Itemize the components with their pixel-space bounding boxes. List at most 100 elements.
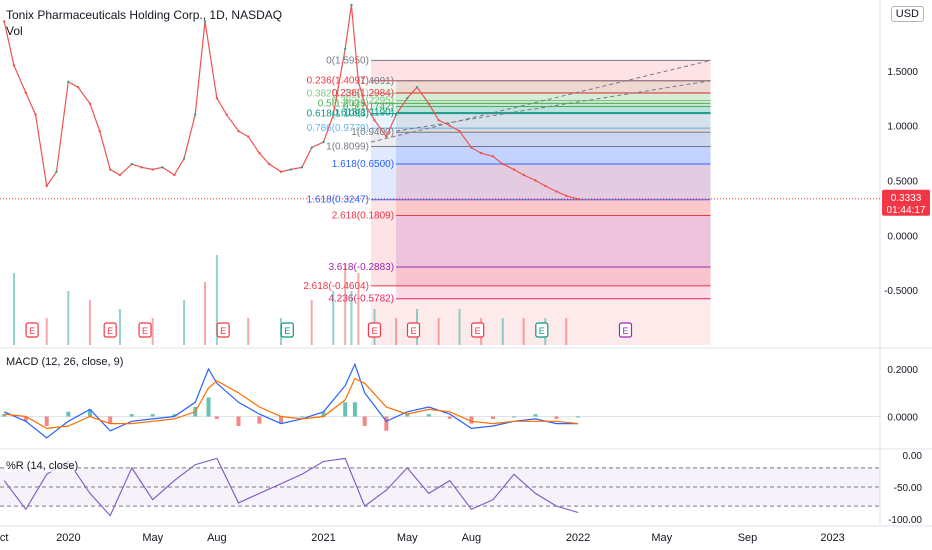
time-tick-label: May bbox=[142, 532, 163, 544]
fib-retracement-label: 0.236(1.4097) bbox=[307, 76, 369, 87]
fib-extension-label: 0.382(1.2295) bbox=[332, 95, 394, 106]
price-point bbox=[357, 80, 360, 83]
volume-bar bbox=[458, 309, 461, 345]
volume-bar bbox=[204, 282, 207, 345]
price-point bbox=[470, 146, 473, 149]
volume-bar bbox=[151, 318, 154, 345]
fib-retracement-label: 0.786(0.9779) bbox=[307, 123, 369, 134]
fib-retracement-zone bbox=[370, 146, 711, 200]
price-point bbox=[534, 179, 537, 182]
macd-tick-label: 0.2000 bbox=[887, 365, 918, 376]
macd-histogram-bar bbox=[279, 416, 284, 424]
earnings-label: E bbox=[410, 326, 416, 336]
earnings-label: E bbox=[284, 326, 290, 336]
time-tick-label: 2020 bbox=[56, 532, 80, 544]
macd-histogram-bar bbox=[405, 414, 410, 417]
macd-histogram-bar bbox=[362, 416, 367, 426]
price-point bbox=[76, 86, 80, 89]
time-tick-label: May bbox=[651, 532, 672, 544]
last-price-tag bbox=[882, 189, 930, 216]
price-point bbox=[130, 162, 133, 166]
fib-extension-zone bbox=[396, 92, 711, 101]
price-point bbox=[194, 113, 197, 116]
macd-line bbox=[3, 362, 579, 439]
macd-histogram-bar bbox=[384, 416, 389, 431]
price-point bbox=[173, 173, 176, 177]
time-tick-label: Aug bbox=[462, 532, 482, 544]
macd-legend: MACD (12, 26, close, 9) bbox=[6, 356, 124, 368]
price-point bbox=[343, 47, 347, 51]
macd-histogram-bar bbox=[172, 414, 177, 417]
price-point bbox=[140, 166, 143, 169]
volume-legend: Vol bbox=[6, 24, 23, 38]
volume-bar bbox=[344, 264, 347, 345]
price-point bbox=[2, 20, 6, 23]
price-point bbox=[406, 97, 409, 100]
macd-histogram-bar bbox=[511, 416, 516, 418]
price-point bbox=[363, 102, 366, 105]
price-point bbox=[427, 102, 431, 105]
price-point bbox=[225, 113, 228, 116]
price-point bbox=[258, 151, 261, 155]
earnings-icon bbox=[367, 322, 382, 338]
volume-bar bbox=[88, 300, 91, 345]
earnings-label: E bbox=[107, 326, 113, 336]
price-point bbox=[182, 157, 186, 160]
earnings-label: E bbox=[475, 326, 481, 336]
price-point bbox=[161, 166, 164, 169]
fib-extension-label: 0.618(1.1190) bbox=[333, 108, 395, 119]
fib-retracement-label: 2.618(-0.4604) bbox=[303, 281, 369, 292]
volume-bar bbox=[118, 309, 121, 345]
price-point bbox=[415, 86, 419, 89]
price-point bbox=[491, 155, 495, 158]
fib-retracement-label: 1.618(0.3247) bbox=[307, 195, 369, 206]
fib-extension-zone bbox=[396, 215, 711, 267]
time-tick-label: 2023 bbox=[820, 532, 844, 544]
price-point bbox=[385, 135, 388, 138]
price-point bbox=[215, 97, 219, 100]
fib-retracement-label: 1(0.8099) bbox=[326, 141, 369, 152]
volume-bar bbox=[437, 318, 440, 345]
price-point bbox=[501, 162, 504, 166]
trend-line-dashed bbox=[370, 59, 711, 143]
fib-extension-label: 1.618(0.6500) bbox=[332, 159, 394, 170]
fib-retracement-label: 0.382(1.2951) bbox=[307, 88, 369, 99]
fib-extension-zone bbox=[396, 132, 711, 165]
price-point bbox=[300, 166, 304, 169]
wr-tick-label: -100.00 bbox=[888, 515, 922, 526]
wr-tick-label: -50.00 bbox=[894, 483, 923, 494]
price-point bbox=[267, 162, 271, 166]
fib-extension-label: 1(0.9400) bbox=[351, 127, 394, 138]
price-point bbox=[555, 190, 558, 193]
currency-button[interactable]: USD bbox=[890, 6, 924, 22]
volume-bar bbox=[215, 255, 218, 345]
williams-r-legend: %R (14, close) bbox=[6, 460, 79, 472]
macd-histogram-bar bbox=[23, 416, 28, 422]
price-point bbox=[458, 129, 461, 133]
macd-histogram-bar bbox=[44, 416, 49, 426]
price-point bbox=[332, 113, 335, 116]
macd-histogram-bar bbox=[469, 416, 474, 424]
fib-retracement-zone bbox=[370, 199, 711, 286]
price-countdown: 01:44:17 bbox=[887, 205, 926, 216]
time-tick-label: Sep bbox=[738, 532, 758, 544]
volume-bar bbox=[45, 318, 48, 345]
volume-bar bbox=[350, 291, 353, 345]
macd-signal-line bbox=[4, 377, 579, 430]
fib-extension-zone bbox=[396, 80, 711, 93]
fib-extension-label: 0.5(1.1742) bbox=[343, 102, 394, 113]
macd-histogram-bar bbox=[206, 397, 211, 417]
macd-histogram-bar bbox=[236, 416, 241, 426]
volume-bar bbox=[395, 318, 398, 345]
price-tick-label: 1.5000 bbox=[887, 67, 918, 78]
macd-histogram-bar bbox=[129, 414, 134, 417]
price-point bbox=[237, 129, 240, 133]
last-price-value: 0.3333 bbox=[891, 193, 922, 204]
fib-extension-label: 4.236(-0.5782) bbox=[328, 294, 394, 305]
fib-retracement-label: 0.5(1.2025) bbox=[318, 98, 369, 109]
time-tick-label: 2022 bbox=[566, 532, 590, 544]
price-tick-label: -0.5000 bbox=[884, 286, 918, 297]
volume-bar bbox=[12, 273, 15, 345]
macd-histogram-bar bbox=[87, 409, 92, 417]
